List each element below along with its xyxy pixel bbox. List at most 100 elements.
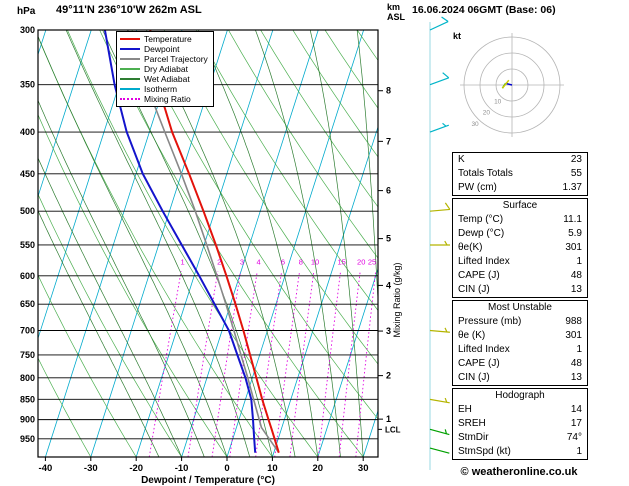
- table-row: CIN (J) 13: [453, 371, 587, 385]
- legend-line-sample: [120, 78, 140, 80]
- hodograph-table: Hodograph EH 14 SREH 17 StmDir 74° StmSpd (kt) 1: [452, 388, 588, 460]
- lcl-label: LCL: [385, 425, 401, 434]
- table-row: CIN (J) 13: [453, 283, 587, 297]
- row-label: Temp (°C): [458, 214, 504, 225]
- mixing-ratio-value-label: 15: [338, 258, 346, 267]
- isotherm-line: [226, 30, 365, 457]
- pressure-tick-label: 650: [20, 299, 35, 309]
- row-value: 301: [565, 242, 582, 253]
- row-value: 5.9: [568, 228, 582, 239]
- plot-border: [37, 29, 379, 458]
- wind-barb: [429, 16, 449, 31]
- table-row: θe(K) 301: [453, 241, 587, 255]
- row-label: SREH: [458, 418, 486, 429]
- mixing-ratio-line: [274, 271, 301, 457]
- table-row: PW (cm) 1.37: [453, 181, 587, 195]
- pressure-tick-label: 900: [20, 415, 35, 425]
- copyright: © weatheronline.co.uk: [460, 466, 578, 478]
- isotherm-line: [317, 267, 378, 457]
- row-label: θe(K): [458, 242, 483, 253]
- row-label: Lifted Index: [458, 256, 510, 267]
- isotherm-line: [38, 30, 138, 340]
- surface-table: Surface Temp (°C) 11.1 Dewp (°C) 5.9 θe(K) 301…: [452, 198, 588, 298]
- indices-table: K 23 Totals Totals 55 PW (cm) 1.37: [452, 152, 588, 196]
- wind-barb: [429, 447, 450, 454]
- dry-adiabat-line: [38, 357, 92, 457]
- legend-line-sample: [120, 48, 140, 50]
- mixing-ratio-line: [317, 271, 342, 457]
- row-value: 11.1: [563, 214, 582, 225]
- table-title: Surface: [502, 200, 538, 211]
- pressure-tick-label: 800: [20, 373, 35, 383]
- temp-tick-label: -40: [39, 463, 53, 474]
- row-value: 55: [570, 168, 582, 179]
- temp-tick-label: 0: [224, 463, 229, 474]
- temp-tick-label: -20: [129, 463, 143, 474]
- table-row: SREH 17: [453, 417, 587, 431]
- pressure-tick-label: 450: [20, 169, 35, 179]
- row-value: 13: [570, 284, 582, 295]
- table-row: StmDir 74°: [453, 431, 587, 445]
- legend-item-label: Parcel Trajectory: [144, 54, 208, 64]
- wind-barb: [429, 327, 450, 333]
- wet-adiabat-line: [38, 157, 182, 457]
- table-row: Lifted Index 1: [453, 343, 587, 357]
- dry-adiabat-line: [292, 30, 378, 158]
- km-tick-label: 2: [386, 371, 391, 381]
- mixing-ratio-line: [229, 271, 258, 457]
- row-label: θe (K): [458, 330, 486, 341]
- row-value: 988: [565, 316, 582, 327]
- row-value: 17: [570, 418, 582, 429]
- wet-adiabat-line: [38, 35, 228, 457]
- legend-line-sample: [120, 98, 140, 100]
- table-row: CAPE (J) 48: [453, 269, 587, 283]
- row-value: 48: [570, 270, 582, 281]
- row-value: 14: [570, 404, 582, 415]
- mixing-ratio-axis-label: Mixing Ratio (g/kg): [392, 262, 402, 337]
- table-row: K 23: [453, 153, 587, 167]
- wet-adiabat-line: [255, 30, 341, 457]
- row-label: CIN (J): [458, 284, 490, 295]
- row-value: 1: [576, 256, 582, 267]
- row-label: CIN (J): [458, 372, 490, 383]
- hodograph-ring: [479, 52, 545, 118]
- wet-adiabat-line: [197, 30, 319, 457]
- legend-line-sample: [120, 68, 140, 70]
- wet-adiabat-line: [309, 30, 364, 457]
- table-row: CAPE (J) 48: [453, 357, 587, 371]
- km-tick-label: 8: [386, 86, 391, 96]
- row-label: PW (cm): [458, 182, 497, 193]
- legend-item: Isotherm: [120, 84, 208, 94]
- wet-adiabat-line: [38, 209, 160, 457]
- table-row: Totals Totals 55: [453, 167, 587, 181]
- pressure-tick-label: 600: [20, 271, 35, 281]
- isotherm-line: [38, 30, 92, 198]
- wet-adiabat-line: [146, 30, 296, 457]
- mixing-ratio-line: [148, 271, 182, 457]
- legend-item: Parcel Trajectory: [120, 54, 208, 64]
- page-title: 49°11'N 236°10'W 262m ASL: [56, 4, 202, 16]
- row-value: 1: [576, 446, 582, 457]
- legend-item: Dewpoint: [120, 44, 208, 54]
- row-label: StmDir: [458, 432, 489, 443]
- wet-adiabat-line: [356, 30, 378, 307]
- mixing-ratio-value-label: 4: [256, 258, 260, 267]
- temp-tick-label: 20: [313, 463, 324, 474]
- wind-barb: [429, 122, 449, 133]
- pressure-tick-label: 750: [20, 350, 35, 360]
- row-label: Totals Totals: [458, 168, 513, 179]
- hodograph-ring: [495, 68, 529, 102]
- table-row: Lifted Index 1: [453, 255, 587, 269]
- pressure-tick-label: 500: [20, 206, 35, 216]
- row-label: StmSpd (kt): [458, 446, 511, 457]
- pressure-tick-label: 350: [20, 80, 35, 90]
- table-row: EH 14: [453, 403, 587, 417]
- table-row: Pressure (mb) 988: [453, 315, 587, 329]
- km-tick-label: 1: [386, 414, 391, 424]
- temp-tick-label: 30: [358, 463, 369, 474]
- legend-line-sample: [120, 58, 140, 60]
- row-value: 48: [570, 358, 582, 369]
